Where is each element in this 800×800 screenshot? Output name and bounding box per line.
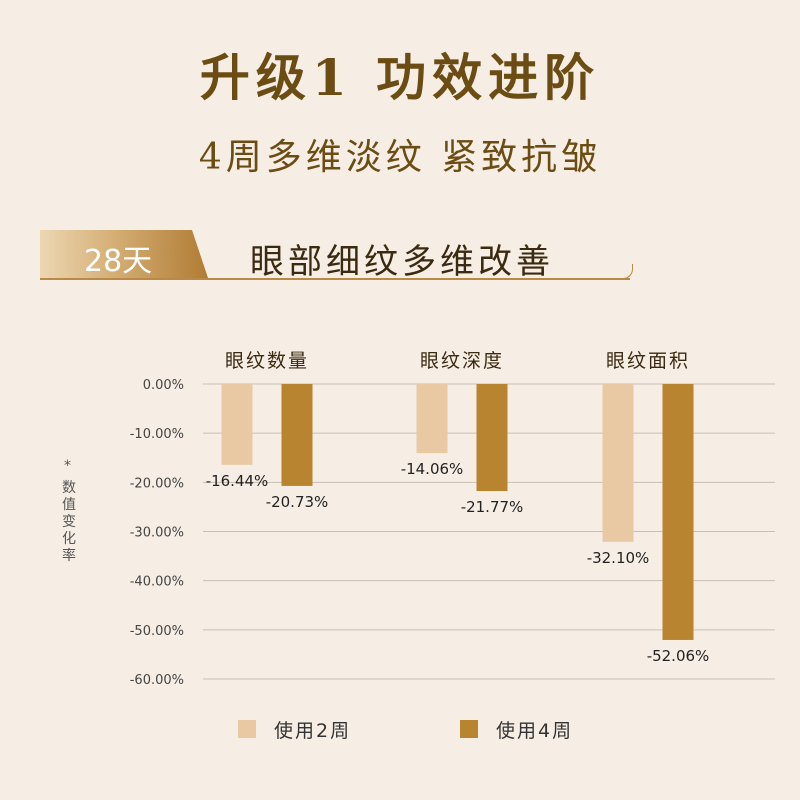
legend-label-2w: 使用2周 — [274, 719, 352, 742]
section-header: 28天 眼部细纹多维改善 — [40, 230, 640, 282]
legend-swatch-2w — [238, 720, 256, 738]
bar — [602, 384, 634, 542]
section-title: 眼部细纹多维改善 — [250, 242, 554, 282]
page-title: 升级1 功效进阶 — [199, 48, 601, 107]
data-label: -21.77% — [461, 498, 524, 516]
y-tick-label: -40.00% — [130, 575, 184, 590]
y-tick-label: -10.00% — [130, 427, 184, 442]
bar — [416, 384, 448, 454]
category-label: 眼纹数量 — [225, 350, 309, 372]
duration-badge-label: 28天 — [84, 244, 153, 279]
y-tick-label: -60.00% — [130, 673, 184, 688]
category-label: 眼纹深度 — [420, 350, 504, 372]
y-tick-label: -50.00% — [130, 624, 184, 639]
legend-item-2w: 使用2周 — [238, 716, 351, 742]
bar — [281, 384, 313, 486]
duration-badge — [40, 230, 208, 278]
y-tick-label: 0.00% — [143, 378, 184, 393]
y-axis-label: 数值变化率 — [62, 480, 76, 564]
bar — [476, 384, 508, 492]
data-label: -32.10% — [587, 549, 650, 567]
legend-swatch-4w — [460, 720, 478, 738]
bar — [662, 384, 694, 640]
legend-label-4w: 使用4周 — [496, 719, 574, 742]
section-underline — [40, 278, 630, 280]
data-label: -52.06% — [647, 647, 710, 665]
data-label: -16.44% — [206, 472, 269, 490]
bar — [221, 384, 253, 465]
y-tick-label: -20.00% — [130, 476, 184, 491]
legend-item-4w: 使用4周 — [460, 716, 573, 742]
data-label: -14.06% — [401, 460, 464, 478]
y-axis-asterisk: * — [64, 458, 71, 474]
data-label: -20.73% — [266, 493, 329, 511]
y-tick-label: -30.00% — [130, 526, 184, 541]
category-label: 眼纹面积 — [606, 350, 690, 372]
page-subtitle: 4周多维淡纹 紧致抗皱 — [198, 137, 602, 178]
